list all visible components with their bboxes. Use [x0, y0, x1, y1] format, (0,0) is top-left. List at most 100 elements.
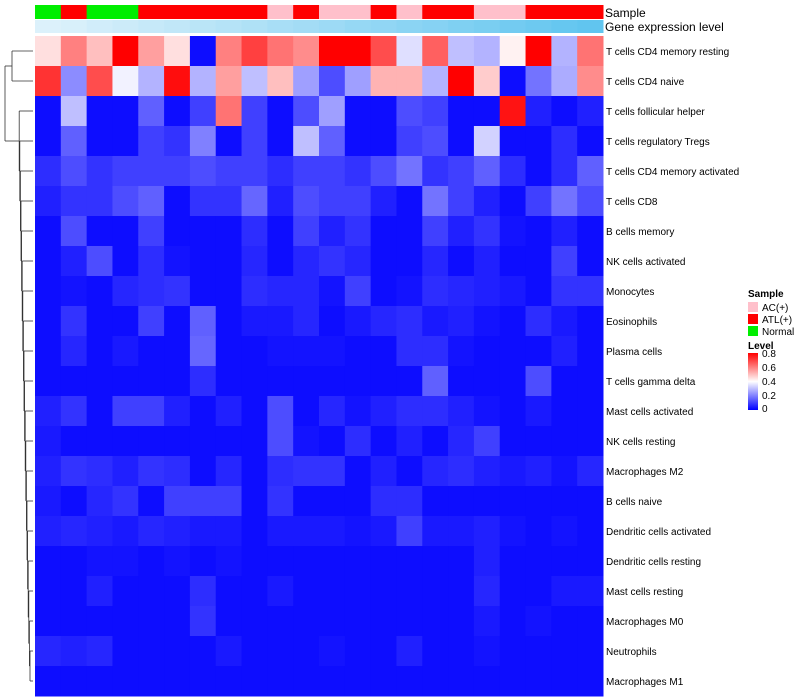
heatmap-cell — [422, 336, 449, 367]
heatmap-cell — [448, 306, 475, 337]
gene-expression-cell — [499, 20, 527, 33]
heatmap-cell — [422, 516, 449, 547]
heatmap-cell — [293, 306, 320, 337]
heatmap-cell — [293, 456, 320, 487]
heatmap-cell — [499, 336, 527, 367]
heatmap-cell — [267, 126, 294, 157]
heatmap-cell — [215, 636, 243, 667]
level-legend: Level 0.8 0.6 0.4 0.2 0 — [748, 341, 776, 415]
heatmap-cell — [189, 636, 217, 667]
heatmap-cell — [448, 516, 475, 547]
heatmap-cell — [370, 486, 397, 517]
gene-expression-cell — [448, 20, 475, 33]
heatmap-cell — [60, 336, 88, 367]
heatmap-cell — [396, 486, 423, 517]
heatmap-cell — [241, 336, 268, 367]
heatmap-cell — [577, 426, 604, 457]
heatmap-cell — [448, 636, 475, 667]
heatmap-cell — [241, 606, 268, 637]
gene-expression-cell — [164, 20, 191, 33]
gene-expression-cell — [241, 20, 268, 33]
heatmap-cell — [60, 216, 88, 247]
heatmap-cell — [112, 396, 139, 427]
heatmap-cell — [86, 126, 113, 157]
heatmap-cell — [448, 216, 475, 247]
heatmap-cell — [319, 396, 346, 427]
heatmap-cell — [138, 516, 165, 547]
heatmap-cell — [241, 576, 268, 607]
heatmap-cell — [112, 456, 139, 487]
row-label: Monocytes — [606, 287, 654, 298]
heatmap-cell — [138, 216, 165, 247]
sample-annotation-track — [35, 5, 604, 19]
sample-cell — [164, 5, 191, 19]
heatmap-cell — [525, 336, 552, 367]
heatmap-cell — [448, 36, 475, 67]
heatmap-cell — [525, 66, 552, 97]
legend-swatch-ac — [748, 302, 758, 312]
heatmap-cell — [551, 216, 578, 247]
heatmap-cell — [215, 126, 243, 157]
sample-cell — [473, 5, 501, 19]
heatmap-cell — [215, 576, 243, 607]
heatmap-cell — [370, 456, 397, 487]
heatmap-cell — [499, 396, 527, 427]
heatmap-cell — [370, 276, 397, 307]
heatmap-cell — [473, 96, 501, 127]
heatmap-cell — [370, 426, 397, 457]
heatmap-cell — [499, 486, 527, 517]
heatmap-cell — [422, 666, 449, 697]
heatmap-cell — [473, 486, 501, 517]
heatmap-cell — [396, 636, 423, 667]
heatmap-cell — [112, 486, 139, 517]
heatmap-cell — [215, 96, 243, 127]
heatmap-cell — [241, 306, 268, 337]
heatmap-cell — [241, 636, 268, 667]
heatmap-cell — [35, 456, 62, 487]
heatmap-cell — [60, 456, 88, 487]
heatmap-cell — [189, 276, 217, 307]
heatmap-cell — [138, 396, 165, 427]
heatmap-cell — [551, 246, 578, 277]
gene-expression-cell — [370, 20, 397, 33]
heatmap-cell — [86, 336, 113, 367]
heatmap-cell — [138, 66, 165, 97]
heatmap-cell — [422, 216, 449, 247]
heatmap-cell — [344, 276, 372, 307]
heatmap-cell — [344, 546, 372, 577]
heatmap-cell — [370, 396, 397, 427]
level-tick-04: 0.4 — [762, 377, 776, 388]
heatmap-cell — [215, 276, 243, 307]
heatmap-cell — [60, 396, 88, 427]
heatmap-cell — [241, 126, 268, 157]
heatmap-cell — [319, 456, 346, 487]
heatmap-cell — [189, 576, 217, 607]
heatmap-cell — [215, 516, 243, 547]
heatmap-cell — [473, 636, 501, 667]
heatmap-cell — [577, 636, 604, 667]
heatmap-cells — [35, 36, 604, 697]
row-label: Neutrophils — [606, 647, 657, 658]
heatmap-cell — [551, 666, 578, 697]
heatmap-cell — [577, 366, 604, 397]
heatmap-cell — [35, 186, 62, 217]
heatmap-cell — [499, 636, 527, 667]
row-label: Mast cells activated — [606, 407, 693, 418]
heatmap-cell — [422, 486, 449, 517]
heatmap-cell — [473, 156, 501, 187]
row-label: Macrophages M1 — [606, 677, 684, 688]
heatmap-cell — [60, 606, 88, 637]
heatmap-cell — [293, 66, 320, 97]
heatmap-cell — [319, 156, 346, 187]
heatmap-cell — [112, 336, 139, 367]
heatmap-cell — [577, 606, 604, 637]
heatmap-cell — [189, 36, 217, 67]
heatmap-cell — [448, 606, 475, 637]
heatmap-cell — [499, 216, 527, 247]
heatmap-cell — [551, 306, 578, 337]
heatmap-cell — [577, 396, 604, 427]
row-label: T cells CD4 naive — [606, 77, 685, 88]
heatmap-cell — [525, 96, 552, 127]
heatmap-cell — [86, 216, 113, 247]
heatmap-cell — [241, 396, 268, 427]
